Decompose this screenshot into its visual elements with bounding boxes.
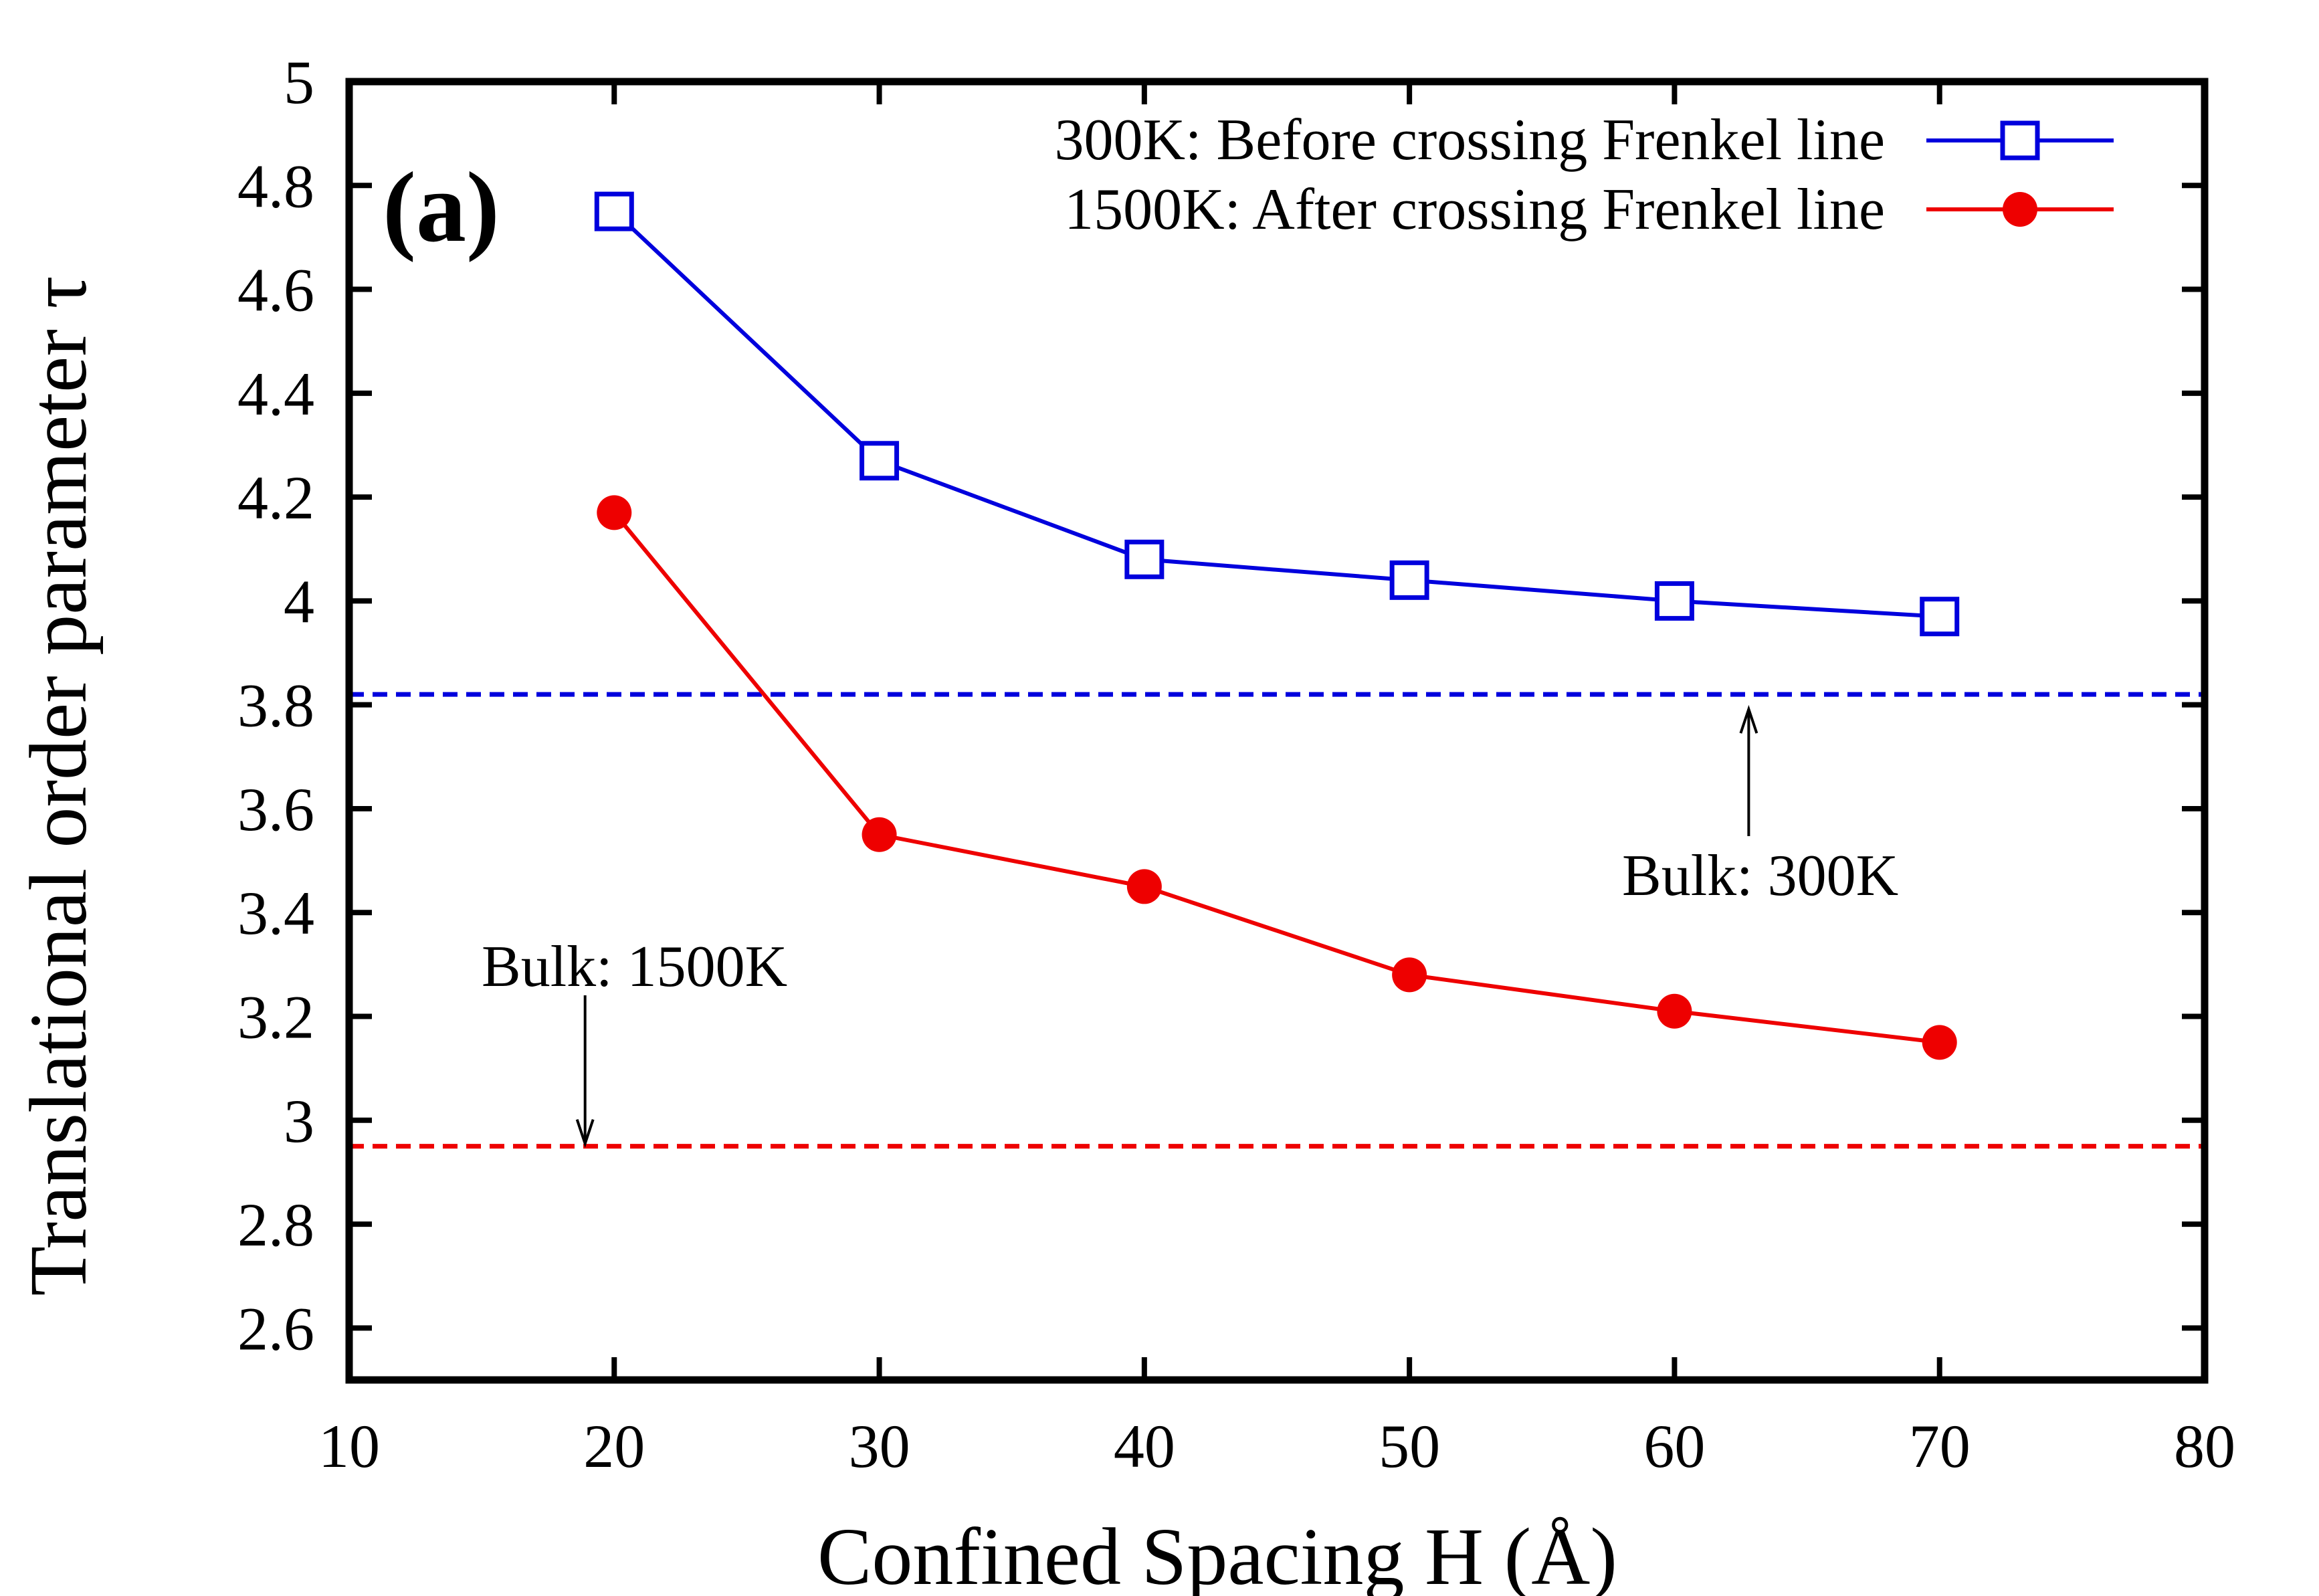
data-point-1500k — [862, 817, 897, 852]
legend-label-300k: 300K: Before crossing Frenkel line — [1055, 108, 1886, 173]
legend-marker-1500k — [2003, 192, 2037, 227]
reference-lines — [349, 692, 2205, 1149]
annotation-arrowhead-bulk-300k — [1739, 704, 1758, 734]
data-point-300k — [1920, 597, 1960, 637]
legend: 300K: Before crossing Frenkel line 1500K… — [1055, 108, 2114, 242]
y-tick-labels: 2.6 2.8 3 3.2 3.4 3.6 3.8 4 4.2 4.4 4.6 4.8 5 — [237, 48, 314, 1363]
y-axis-title: Translational order parameter τ — [13, 276, 104, 1296]
panel-label: (a) — [383, 152, 500, 263]
y-tick-label: 5 — [284, 48, 314, 116]
annotations: Bulk: 300K Bulk: 1500K — [482, 704, 1898, 1148]
x-tick-label: 10 — [318, 1412, 380, 1480]
x-tick-label: 30 — [849, 1412, 910, 1480]
data-point-1500k — [597, 495, 632, 530]
y-tick-label: 2.8 — [237, 1191, 314, 1259]
plot-frame — [345, 78, 2209, 1384]
annotation-bulk-300k: Bulk: 300K — [1622, 843, 1898, 908]
data-point-1500k — [1126, 869, 1162, 904]
data-point-300k — [1124, 539, 1165, 579]
y-tick-label: 3 — [284, 1087, 314, 1155]
y-tick-label: 4.4 — [237, 360, 314, 428]
y-tick-label: 3.4 — [237, 879, 314, 947]
x-tick-label: 20 — [583, 1412, 645, 1480]
data-point-300k — [1389, 560, 1429, 600]
legend-label-1500k: 1500K: After crossing Frenkel line — [1064, 177, 1885, 242]
x-tick-label: 70 — [1909, 1412, 1971, 1480]
y-tick-label: 4 — [284, 567, 314, 635]
y-tick-label: 2.6 — [237, 1294, 314, 1363]
x-tick-labels: 10 20 30 40 50 60 70 80 — [318, 1412, 2235, 1480]
y-tick-label: 4.6 — [237, 256, 314, 324]
annotation-arrowhead-bulk-1500k — [575, 1118, 595, 1148]
y-tick-label: 3.8 — [237, 672, 314, 740]
series-line-1500k — [612, 511, 1940, 1045]
data-point-300k — [860, 441, 900, 481]
series-line-300k — [613, 209, 1940, 619]
data-point-300k — [1654, 581, 1694, 621]
y-tick-label: 3.6 — [237, 775, 314, 843]
y-tick-label: 4.8 — [237, 152, 314, 220]
y-tick-label: 4.2 — [237, 464, 314, 532]
data-point-1500k — [1657, 993, 1692, 1029]
data-point-1500k — [1922, 1025, 1957, 1060]
x-tick-label: 50 — [1379, 1412, 1440, 1480]
data-point-300k — [594, 191, 634, 231]
x-tick-label: 80 — [2174, 1412, 2235, 1480]
series-markers — [594, 191, 1960, 1060]
annotation-bulk-1500k: Bulk: 1500K — [482, 934, 787, 999]
data-point-1500k — [1392, 957, 1427, 993]
y-tick-label: 3.2 — [237, 983, 314, 1052]
legend-marker-300k — [2000, 120, 2040, 161]
x-axis-title: Confined Spacing H (Å) — [817, 1512, 1617, 1596]
series-lines — [612, 209, 1940, 1045]
x-tick-label: 40 — [1114, 1412, 1175, 1480]
x-tick-label: 60 — [1643, 1412, 1705, 1480]
